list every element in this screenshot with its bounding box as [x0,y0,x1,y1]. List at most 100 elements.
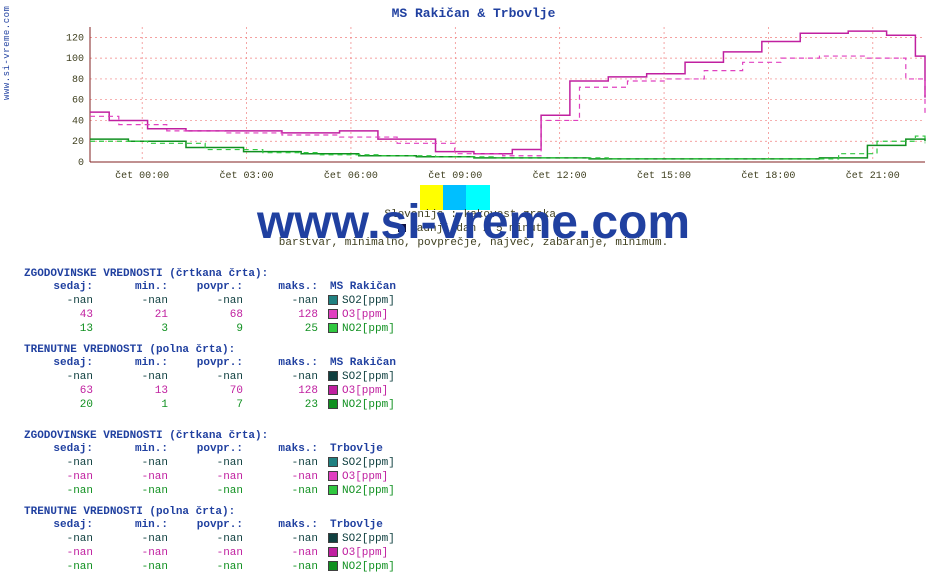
section-title: TRENUTNE VREDNOSTI (polna črta): [24,344,584,356]
value-cell: -nan [24,560,99,574]
station-header: Trbovlje [324,442,584,456]
value-cell: -nan [249,470,324,484]
column-header: sedaj: [24,356,99,370]
legend-color-box [328,399,338,409]
metric-name: O3[ppm] [342,309,388,321]
column-header: maks.: [249,356,324,370]
value-cell: 23 [249,398,324,412]
y-tick-label: 120 [66,33,84,44]
value-cell: -nan [174,294,249,308]
x-tick-label: čet 18:00 [741,170,795,182]
value-cell: -nan [174,470,249,484]
series-line [90,31,925,154]
value-cell: -nan [24,546,99,560]
value-cell: -nan [249,560,324,574]
value-cell: -nan [99,546,174,560]
section-title: TRENUTNE VREDNOSTI (polna črta): [24,506,584,518]
x-tick-label: čet 12:00 [533,170,587,182]
metric-name: NO2[ppm] [342,399,395,411]
metric-label: SO2[ppm] [324,370,584,384]
table-row: -nan-nan-nan-nanSO2[ppm] [24,532,584,546]
metric-label: SO2[ppm] [324,456,584,470]
value-cell: -nan [99,484,174,498]
table-row: -nan-nan-nan-nanNO2[ppm] [24,484,584,498]
table-row: 432168128O3[ppm] [24,308,584,322]
series-line [90,139,925,159]
data-table: sedaj:min.:povpr.:maks.:MS Rakičan-nan-n… [24,280,584,336]
data-tables: ZGODOVINSKE VREDNOSTI (črtkana črta):sed… [24,260,584,574]
watermark-text: www.si-vreme.com [0,195,947,250]
y-tick-label: 0 [78,158,84,169]
metric-label: O3[ppm] [324,470,584,484]
metric-label: O3[ppm] [324,546,584,560]
section-title: ZGODOVINSKE VREDNOSTI (črtkana črta): [24,430,584,442]
table-row: -nan-nan-nan-nanO3[ppm] [24,546,584,560]
table-row: -nan-nan-nan-nanSO2[ppm] [24,456,584,470]
legend-color-box [328,295,338,305]
table-header-row: sedaj:min.:povpr.:maks.:Trbovlje [24,442,584,456]
metric-name: SO2[ppm] [342,533,395,545]
table-row: -nan-nan-nan-nanSO2[ppm] [24,370,584,384]
chart-area: 020406080100120čet 00:00čet 03:00čet 06:… [60,22,930,182]
legend-color-box [328,371,338,381]
value-cell: 43 [24,308,99,322]
x-tick-label: čet 15:00 [637,170,691,182]
series-line [90,56,925,156]
value-cell: -nan [99,294,174,308]
value-cell: -nan [99,560,174,574]
column-header: povpr.: [174,280,249,294]
column-header: maks.: [249,442,324,456]
metric-label: NO2[ppm] [324,560,584,574]
value-cell: 20 [24,398,99,412]
x-tick-label: čet 09:00 [428,170,482,182]
metric-label: O3[ppm] [324,384,584,398]
table-row: 133925NO2[ppm] [24,322,584,336]
metric-name: NO2[ppm] [342,561,395,573]
value-cell: -nan [99,370,174,384]
value-cell: 128 [249,384,324,398]
value-cell: 9 [174,322,249,336]
metric-label: O3[ppm] [324,308,584,322]
column-header: sedaj: [24,518,99,532]
section-title: ZGODOVINSKE VREDNOSTI (črtkana črta): [24,268,584,280]
metric-name: SO2[ppm] [342,295,395,307]
legend-color-box [328,471,338,481]
value-cell: -nan [174,532,249,546]
metric-name: NO2[ppm] [342,323,395,335]
value-cell: 3 [99,322,174,336]
data-table: sedaj:min.:povpr.:maks.:Trbovlje-nan-nan… [24,518,584,574]
value-cell: -nan [24,294,99,308]
table-row: -nan-nan-nan-nanO3[ppm] [24,470,584,484]
value-cell: -nan [24,370,99,384]
x-tick-label: čet 00:00 [115,170,169,182]
legend-color-box [328,533,338,543]
column-header: povpr.: [174,518,249,532]
value-cell: -nan [174,560,249,574]
column-header: min.: [99,356,174,370]
legend-color-box [328,309,338,319]
value-cell: -nan [99,470,174,484]
table-header-row: sedaj:min.:povpr.:maks.:MS Rakičan [24,280,584,294]
table-row: -nan-nan-nan-nanNO2[ppm] [24,560,584,574]
x-tick-label: čet 03:00 [220,170,274,182]
metric-name: O3[ppm] [342,471,388,483]
value-cell: -nan [24,456,99,470]
value-cell: 1 [99,398,174,412]
value-cell: -nan [249,546,324,560]
value-cell: -nan [249,484,324,498]
legend-color-box [328,457,338,467]
y-tick-label: 20 [72,137,84,148]
value-cell: -nan [174,546,249,560]
value-cell: -nan [99,532,174,546]
x-tick-label: čet 21:00 [846,170,900,182]
column-header: maks.: [249,280,324,294]
column-header: min.: [99,280,174,294]
table-row: 631370128O3[ppm] [24,384,584,398]
metric-name: NO2[ppm] [342,485,395,497]
column-header: sedaj: [24,280,99,294]
value-cell: 7 [174,398,249,412]
legend-color-box [328,547,338,557]
value-cell: -nan [174,484,249,498]
metric-name: O3[ppm] [342,547,388,559]
metric-name: O3[ppm] [342,385,388,397]
